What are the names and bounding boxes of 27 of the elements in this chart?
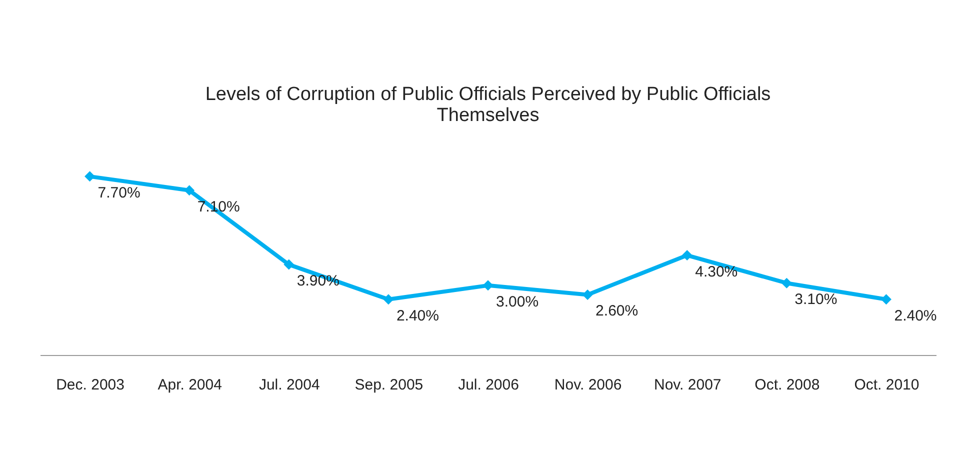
x-tick-label: Oct. 2008 [754,376,820,394]
data-label: 3.00% [496,293,539,310]
point [383,294,394,305]
data-label: 3.90% [296,272,340,290]
data-label: 2.40% [894,307,937,324]
x-tick-label: Jul. 2006 [458,376,519,394]
x-tick-label: Nov. 2006 [554,376,622,394]
point [482,280,494,291]
point [781,278,792,288]
data-label: 4.30% [695,263,738,280]
data-label: 2.40% [396,307,439,324]
point [582,289,593,300]
data-label: 2.60% [596,302,638,320]
point [682,250,692,261]
x-tick-label: Dec. 2003 [56,376,124,394]
chart-title: Levels of Corruption of Public Officials Perceived by Public Officials Themselves [205,84,771,126]
x-tick-label: Jul. 2004 [258,376,320,394]
data-label: 3.10% [794,291,838,308]
point [284,259,294,270]
point [84,171,96,182]
point [880,294,892,305]
x-tick-label: Sep. 2005 [354,376,424,394]
x-tick-label: Apr. 2004 [158,376,222,394]
x-tick-label: Oct. 2010 [854,376,920,394]
point [184,185,195,196]
data-label: 7.70% [98,184,140,202]
x-tick-label: Nov. 2007 [654,376,722,394]
